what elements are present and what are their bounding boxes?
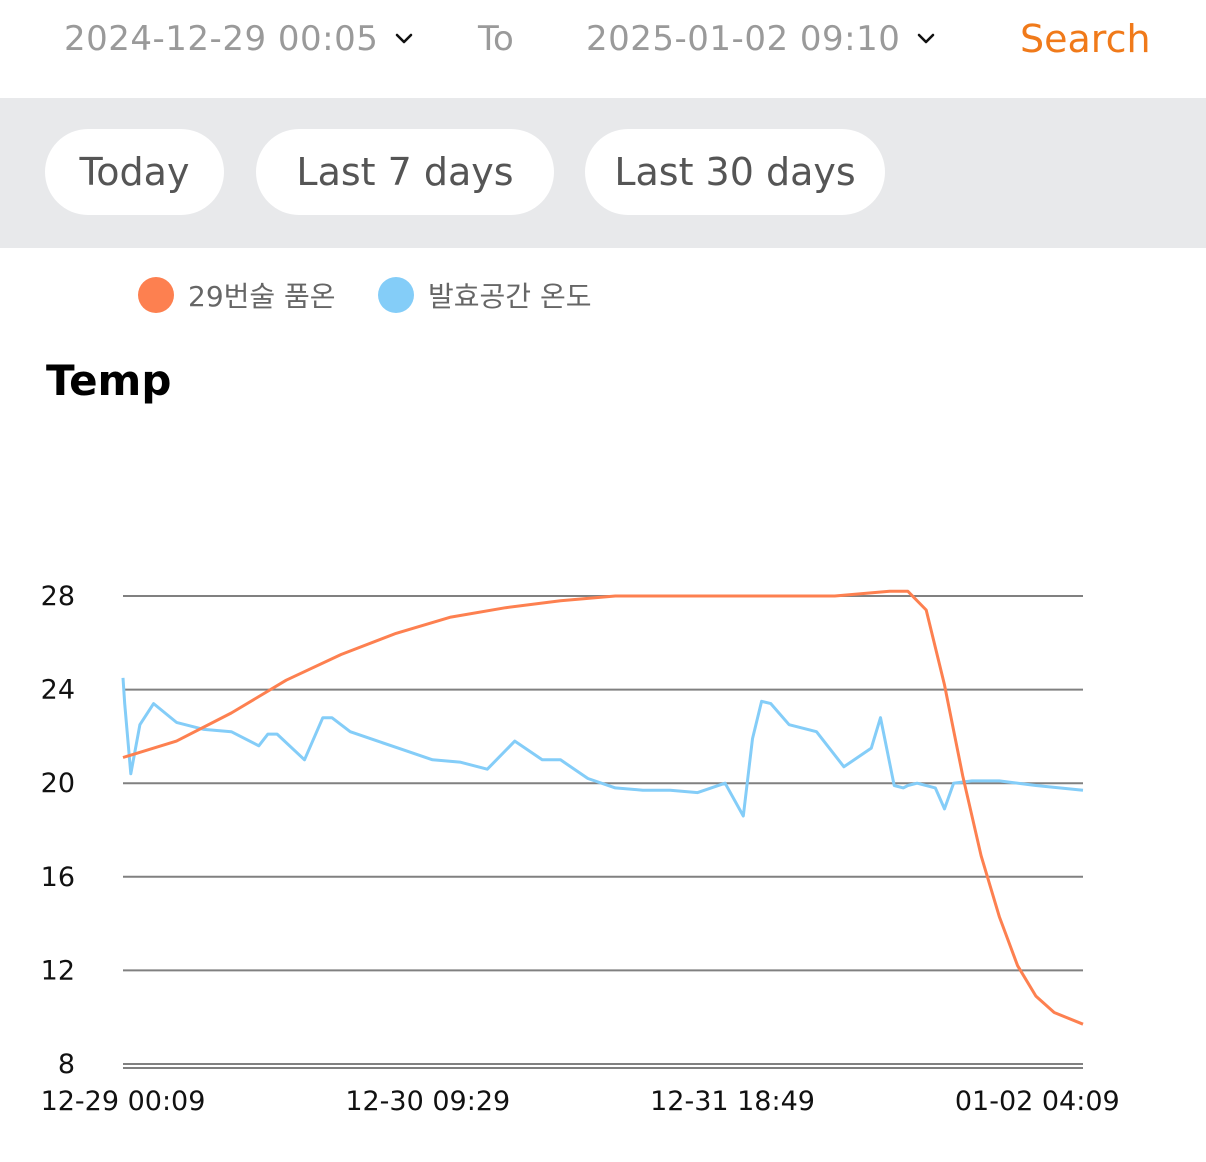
legend-item-series-1[interactable]: 29번술 품온: [138, 270, 336, 320]
chevron-down-icon: [394, 29, 414, 49]
quick-range-bar: Today Last 7 days Last 30 days: [0, 98, 1206, 248]
end-date-value: 2025-01-02 09:10: [586, 19, 901, 59]
temperature-line-chart: 28 24 20 16 12 8 12-29 00:09 12-30 09:29 12-31 1…: [41, 581, 1120, 1117]
range-today-button[interactable]: Today: [45, 129, 224, 215]
chevron-down-icon: [916, 29, 936, 49]
chart-title: Temp: [46, 356, 172, 405]
legend-label-series-1: 29번술 품온: [188, 280, 336, 313]
start-date-value: 2024-12-29 00:05: [64, 19, 379, 59]
y-tick-label: 12: [41, 955, 75, 986]
y-tick-label: 20: [41, 768, 75, 799]
legend-dot-series-1: [138, 277, 174, 313]
legend-label-series-2: 발효공간 온도: [428, 280, 592, 313]
to-label: To: [478, 19, 514, 59]
y-tick-label: 24: [41, 675, 75, 706]
start-date-picker[interactable]: 2024-12-29 00:05: [64, 16, 414, 62]
legend-dot-series-2: [378, 277, 414, 313]
y-tick-label: 8: [58, 1049, 75, 1080]
chart-legend: 29번술 품온 발효공간 온도: [0, 270, 1206, 320]
search-button[interactable]: Search: [1020, 17, 1151, 61]
y-tick-label: 16: [41, 862, 75, 893]
end-date-picker[interactable]: 2025-01-02 09:10: [586, 16, 936, 62]
x-tick-label: 12-29 00:09: [41, 1086, 206, 1117]
range-last-7-days-button[interactable]: Last 7 days: [256, 129, 554, 215]
x-tick-label: 12-31 18:49: [650, 1086, 815, 1117]
legend-item-series-2[interactable]: 발효공간 온도: [378, 270, 591, 320]
x-tick-label: 12-30 09:29: [345, 1086, 510, 1117]
y-tick-label: 28: [41, 581, 75, 612]
range-last-30-days-button[interactable]: Last 30 days: [585, 129, 885, 215]
x-tick-label: 01-02 04:09: [955, 1086, 1120, 1117]
series-line-2: [121, 677, 1084, 818]
date-filter-bar: 2024-12-29 00:05 To 2025-01-02 09:10 Sea…: [0, 0, 1206, 98]
series-line-1: [122, 589, 1084, 1026]
